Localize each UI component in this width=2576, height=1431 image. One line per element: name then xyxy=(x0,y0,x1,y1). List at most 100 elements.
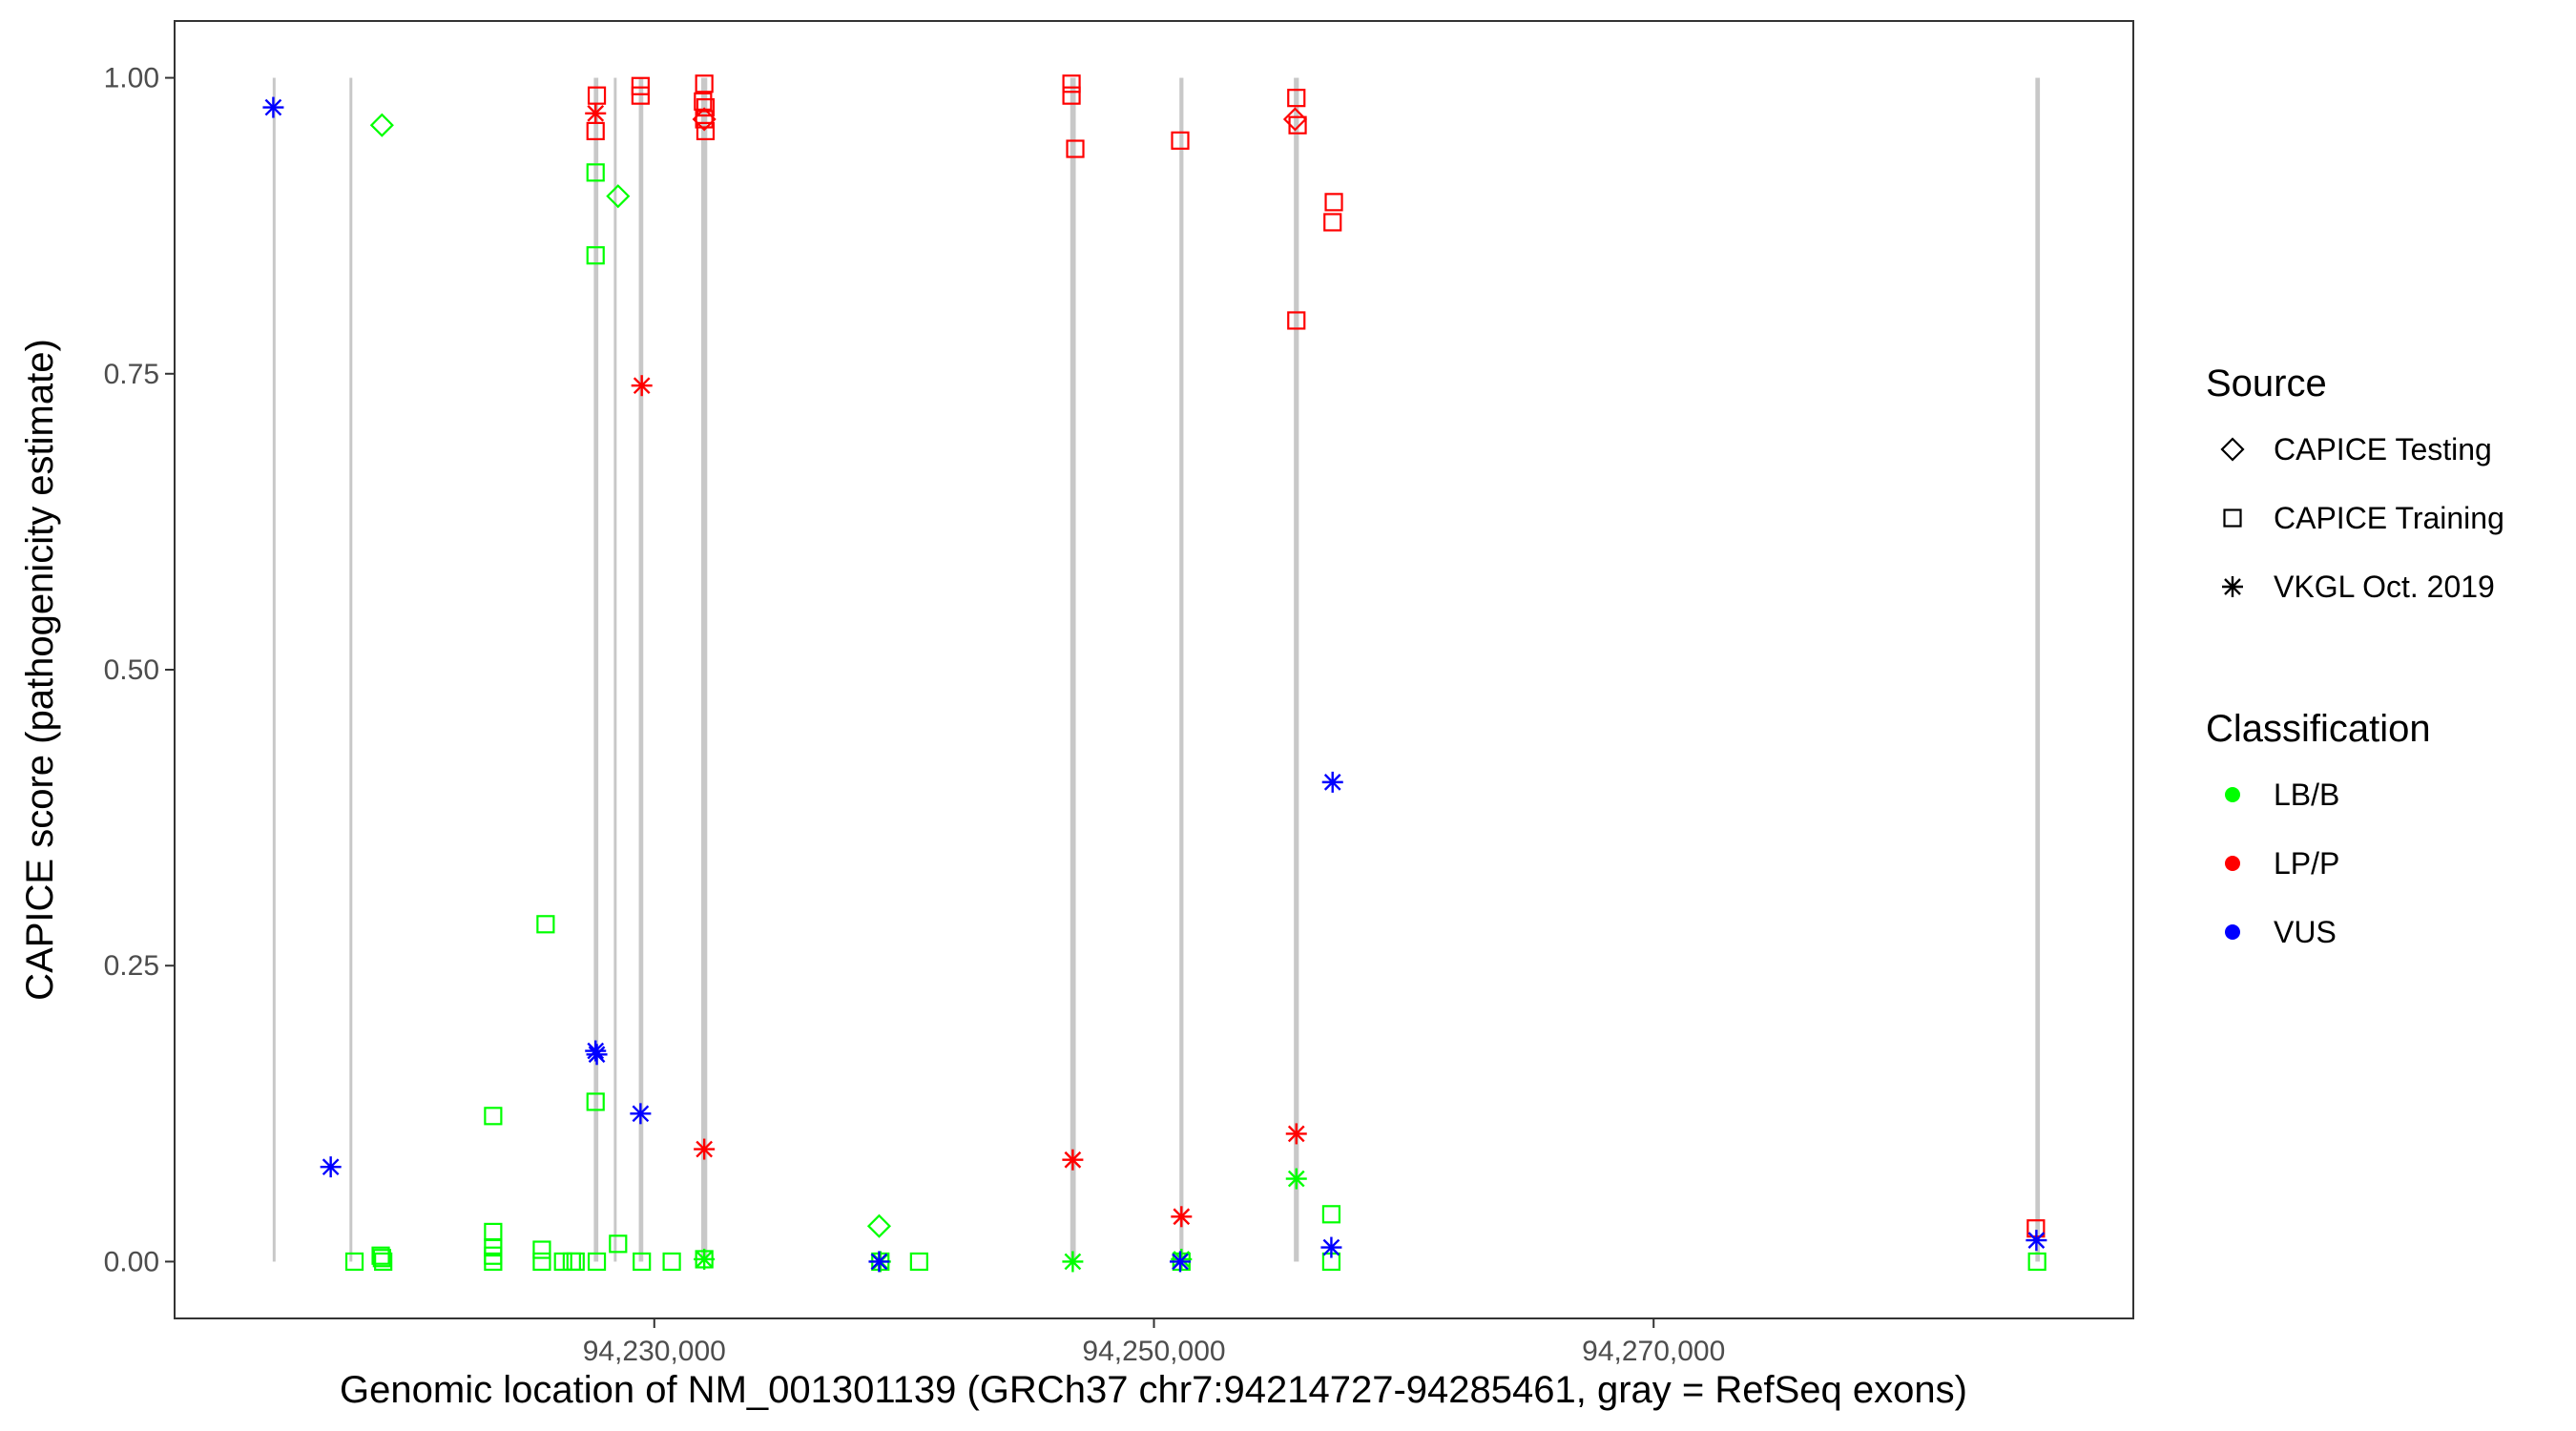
x-axis: 94,230,000 94,250,000 94,270,000 xyxy=(583,1318,1725,1367)
data-point xyxy=(694,1248,716,1270)
legend-key-dot xyxy=(2225,924,2240,940)
data-point xyxy=(262,96,284,118)
legend-source-label: CAPICE Testing xyxy=(2274,432,2492,467)
exon-line xyxy=(701,77,708,1262)
data-point xyxy=(694,92,713,111)
data-point xyxy=(909,1252,928,1272)
legend-source-label: VKGL Oct. 2019 xyxy=(2274,570,2495,604)
data-point xyxy=(320,1156,342,1178)
y-tick-label: 1.00 xyxy=(104,63,159,94)
exon-line xyxy=(638,77,644,1262)
data-point xyxy=(606,184,631,209)
data-point xyxy=(586,1092,605,1111)
data-point xyxy=(344,1252,364,1272)
data-point xyxy=(1324,193,1343,212)
exon-lines xyxy=(272,77,2041,1262)
data-point xyxy=(1169,1251,1191,1273)
data-point xyxy=(1321,1205,1341,1224)
data-point xyxy=(630,1103,652,1125)
data-point xyxy=(662,1252,681,1272)
exon-line xyxy=(272,77,276,1262)
data-point xyxy=(532,1240,551,1259)
x-tick-label: 94,230,000 xyxy=(583,1336,726,1367)
data-point xyxy=(586,163,605,182)
data-point xyxy=(1287,311,1306,330)
exon-line xyxy=(349,77,353,1262)
data-point xyxy=(1062,74,1081,93)
data-point xyxy=(1321,771,1343,793)
data-point xyxy=(633,1252,652,1272)
legend-key-dot xyxy=(2225,787,2240,802)
data-point xyxy=(1062,86,1081,105)
legend-key-diamond xyxy=(2220,437,2245,462)
exon-line xyxy=(613,77,617,1262)
y-tick-label: 0.50 xyxy=(104,654,159,686)
legend-source-label: CAPICE Training xyxy=(2274,501,2504,535)
legend-classification-label: VUS xyxy=(2274,915,2337,949)
legend-classification-title: Classification xyxy=(2206,708,2431,750)
data-point xyxy=(374,1252,393,1272)
data-point xyxy=(1282,107,1308,132)
data-point xyxy=(695,110,714,129)
data-point xyxy=(1287,89,1306,108)
legend-key-square xyxy=(2223,508,2242,528)
data-point xyxy=(868,1251,890,1273)
data-point xyxy=(369,113,394,137)
exon-line xyxy=(2035,77,2041,1262)
data-point xyxy=(609,1234,628,1254)
x-tick-label: 94,250,000 xyxy=(1082,1336,1225,1367)
data-point xyxy=(2027,1252,2046,1272)
data-point xyxy=(585,1040,607,1062)
data-point xyxy=(587,1252,607,1272)
data-point xyxy=(866,1213,892,1238)
data-point xyxy=(484,1252,503,1272)
data-point xyxy=(1320,1236,1342,1258)
legend-classification-label: LB/B xyxy=(2274,778,2339,812)
legend-source: Source CAPICE Testing CAPICE Training VKGL… xyxy=(2206,363,2504,604)
legend-key-asterisk xyxy=(2222,576,2243,597)
data-point xyxy=(1288,115,1307,135)
data-point xyxy=(372,1249,391,1268)
x-tick-label: 94,270,000 xyxy=(1582,1336,1725,1367)
data-point xyxy=(631,76,650,95)
data-points xyxy=(262,74,2047,1273)
data-point xyxy=(694,1138,716,1160)
y-tick-label: 0.25 xyxy=(104,950,159,982)
data-point xyxy=(696,97,716,117)
data-point xyxy=(536,915,555,934)
data-point xyxy=(1062,1251,1084,1273)
data-point xyxy=(631,86,650,105)
data-point xyxy=(631,375,653,397)
data-point xyxy=(585,102,607,124)
data-point xyxy=(696,121,716,141)
legend-source-title: Source xyxy=(2206,363,2327,404)
x-axis-title: Genomic location of NM_001301139 (GRCh37… xyxy=(340,1369,1967,1411)
exon-line xyxy=(1294,77,1299,1262)
data-point xyxy=(586,246,605,265)
exon-line xyxy=(593,77,599,1262)
data-point xyxy=(695,74,714,93)
data-point xyxy=(1066,139,1085,158)
data-point xyxy=(532,1252,551,1272)
data-point xyxy=(587,86,607,105)
data-point xyxy=(1285,1123,1307,1145)
y-axis: 0.00 0.25 0.50 0.75 1.00 xyxy=(104,63,175,1277)
data-point xyxy=(1171,131,1190,150)
data-point xyxy=(2025,1230,2047,1252)
exon-line xyxy=(1070,77,1076,1262)
data-point xyxy=(1323,213,1342,232)
panel-background xyxy=(175,21,2133,1318)
data-point xyxy=(1285,1168,1307,1190)
data-point xyxy=(1171,1206,1193,1228)
data-point xyxy=(586,1044,608,1066)
data-point xyxy=(371,1246,390,1265)
legend-key-dot xyxy=(2225,856,2240,871)
data-point xyxy=(484,1107,503,1126)
exon-line xyxy=(1179,77,1184,1262)
legend-classification: Classification LB/B LP/P VUS xyxy=(2206,708,2431,949)
y-tick-label: 0.75 xyxy=(104,359,159,390)
data-point xyxy=(566,1252,585,1272)
legend-classification-label: LP/P xyxy=(2274,846,2339,881)
data-point xyxy=(1062,1149,1084,1171)
